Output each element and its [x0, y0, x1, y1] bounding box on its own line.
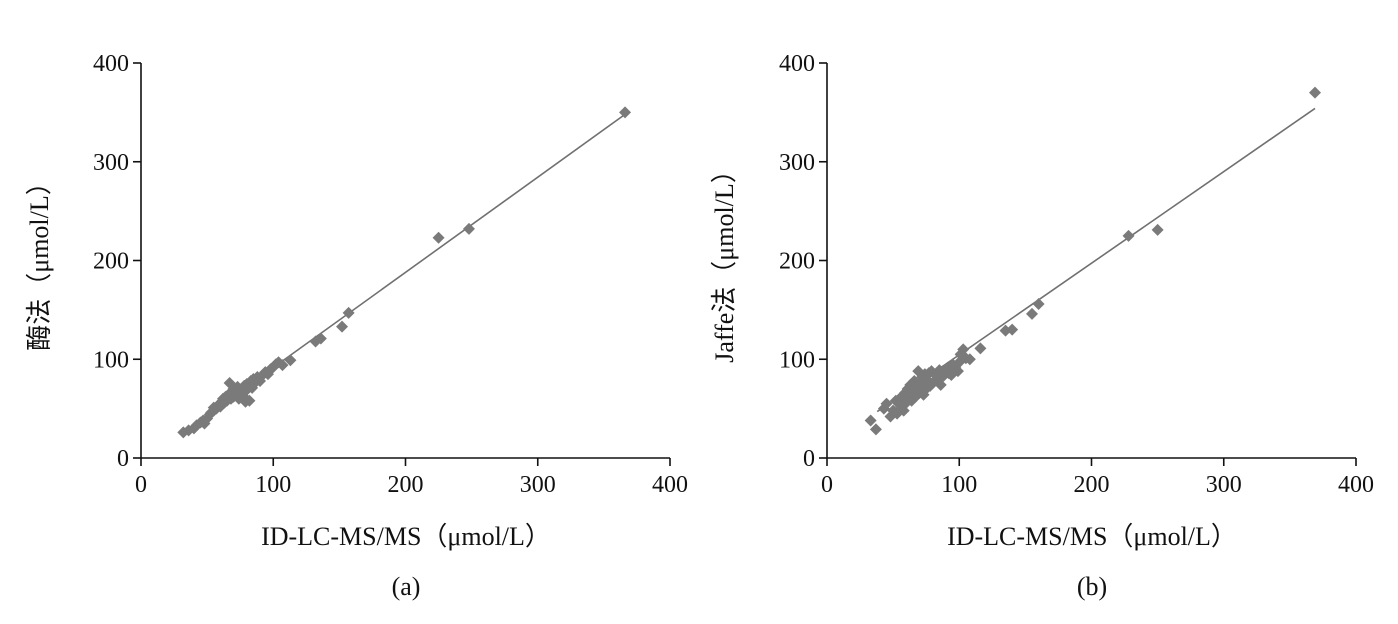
data-point-b: [1122, 229, 1135, 242]
y-tick-label-a: 100: [93, 347, 129, 373]
data-point-b: [1006, 323, 1019, 336]
data-point-b: [864, 414, 877, 427]
xlabel-a: ID-LC-MS/MS（μmol/L）: [261, 522, 551, 551]
data-point-a: [284, 354, 297, 367]
x-tick-label-a: 200: [388, 472, 424, 498]
x-tick-label-b: 400: [1338, 472, 1374, 498]
data-point-b: [1025, 307, 1038, 320]
ylabel-a: 酶法（μmol/L）: [25, 169, 54, 351]
data-point-a: [432, 231, 445, 244]
y-tick-label-a: 0: [117, 446, 129, 472]
x-tick-label-a: 0: [135, 472, 147, 498]
regression-line-b: [876, 107, 1316, 413]
x-tick-label-b: 200: [1074, 472, 1110, 498]
data-point-b: [880, 397, 893, 410]
y-tick-label-a: 200: [93, 249, 129, 275]
data-point-b: [957, 343, 970, 356]
data-point-a: [243, 394, 256, 407]
y-tick-label-a: 300: [93, 150, 129, 176]
panel-b: Jaffe法（μmol/L） ID-LC-MS/MS（μmol/L） (b) 0…: [710, 51, 1374, 601]
x-tick-label-b: 100: [941, 472, 977, 498]
data-point-b: [951, 365, 964, 378]
data-point-b: [934, 378, 947, 391]
caption-b: (b): [1077, 572, 1107, 601]
x-tick-label-a: 100: [255, 472, 291, 498]
ylabel-b: Jaffe法（μmol/L）: [710, 157, 739, 363]
data-point-a: [619, 106, 632, 119]
data-point-b: [963, 353, 976, 366]
x-tick-label-a: 300: [520, 472, 556, 498]
data-point-b: [1151, 223, 1164, 236]
data-point-a: [342, 306, 355, 319]
data-point-b: [1032, 297, 1045, 310]
y-tick-label-b: 400: [779, 51, 815, 77]
data-point-b: [869, 423, 882, 436]
data-point-a: [462, 222, 475, 235]
data-point-a: [276, 359, 289, 372]
y-tick-label-b: 0: [803, 446, 815, 472]
data-point-b: [1309, 86, 1322, 99]
y-tick-label-b: 100: [779, 347, 815, 373]
x-tick-label-b: 300: [1206, 472, 1242, 498]
data-point-b: [974, 342, 987, 355]
y-tick-label-a: 400: [93, 51, 129, 77]
y-tick-label-b: 300: [779, 150, 815, 176]
x-tick-label-b: 0: [821, 472, 833, 498]
y-tick-label-b: 200: [779, 249, 815, 275]
panel-a: 酶法（μmol/L） ID-LC-MS/MS（μmol/L） (a) 0 100 2…: [25, 51, 688, 601]
x-tick-label-a: 400: [652, 472, 688, 498]
caption-a: (a): [392, 572, 421, 601]
xlabel-b: ID-LC-MS/MS（μmol/L）: [947, 522, 1237, 551]
data-point-a: [314, 332, 327, 345]
data-point-a: [336, 320, 349, 333]
